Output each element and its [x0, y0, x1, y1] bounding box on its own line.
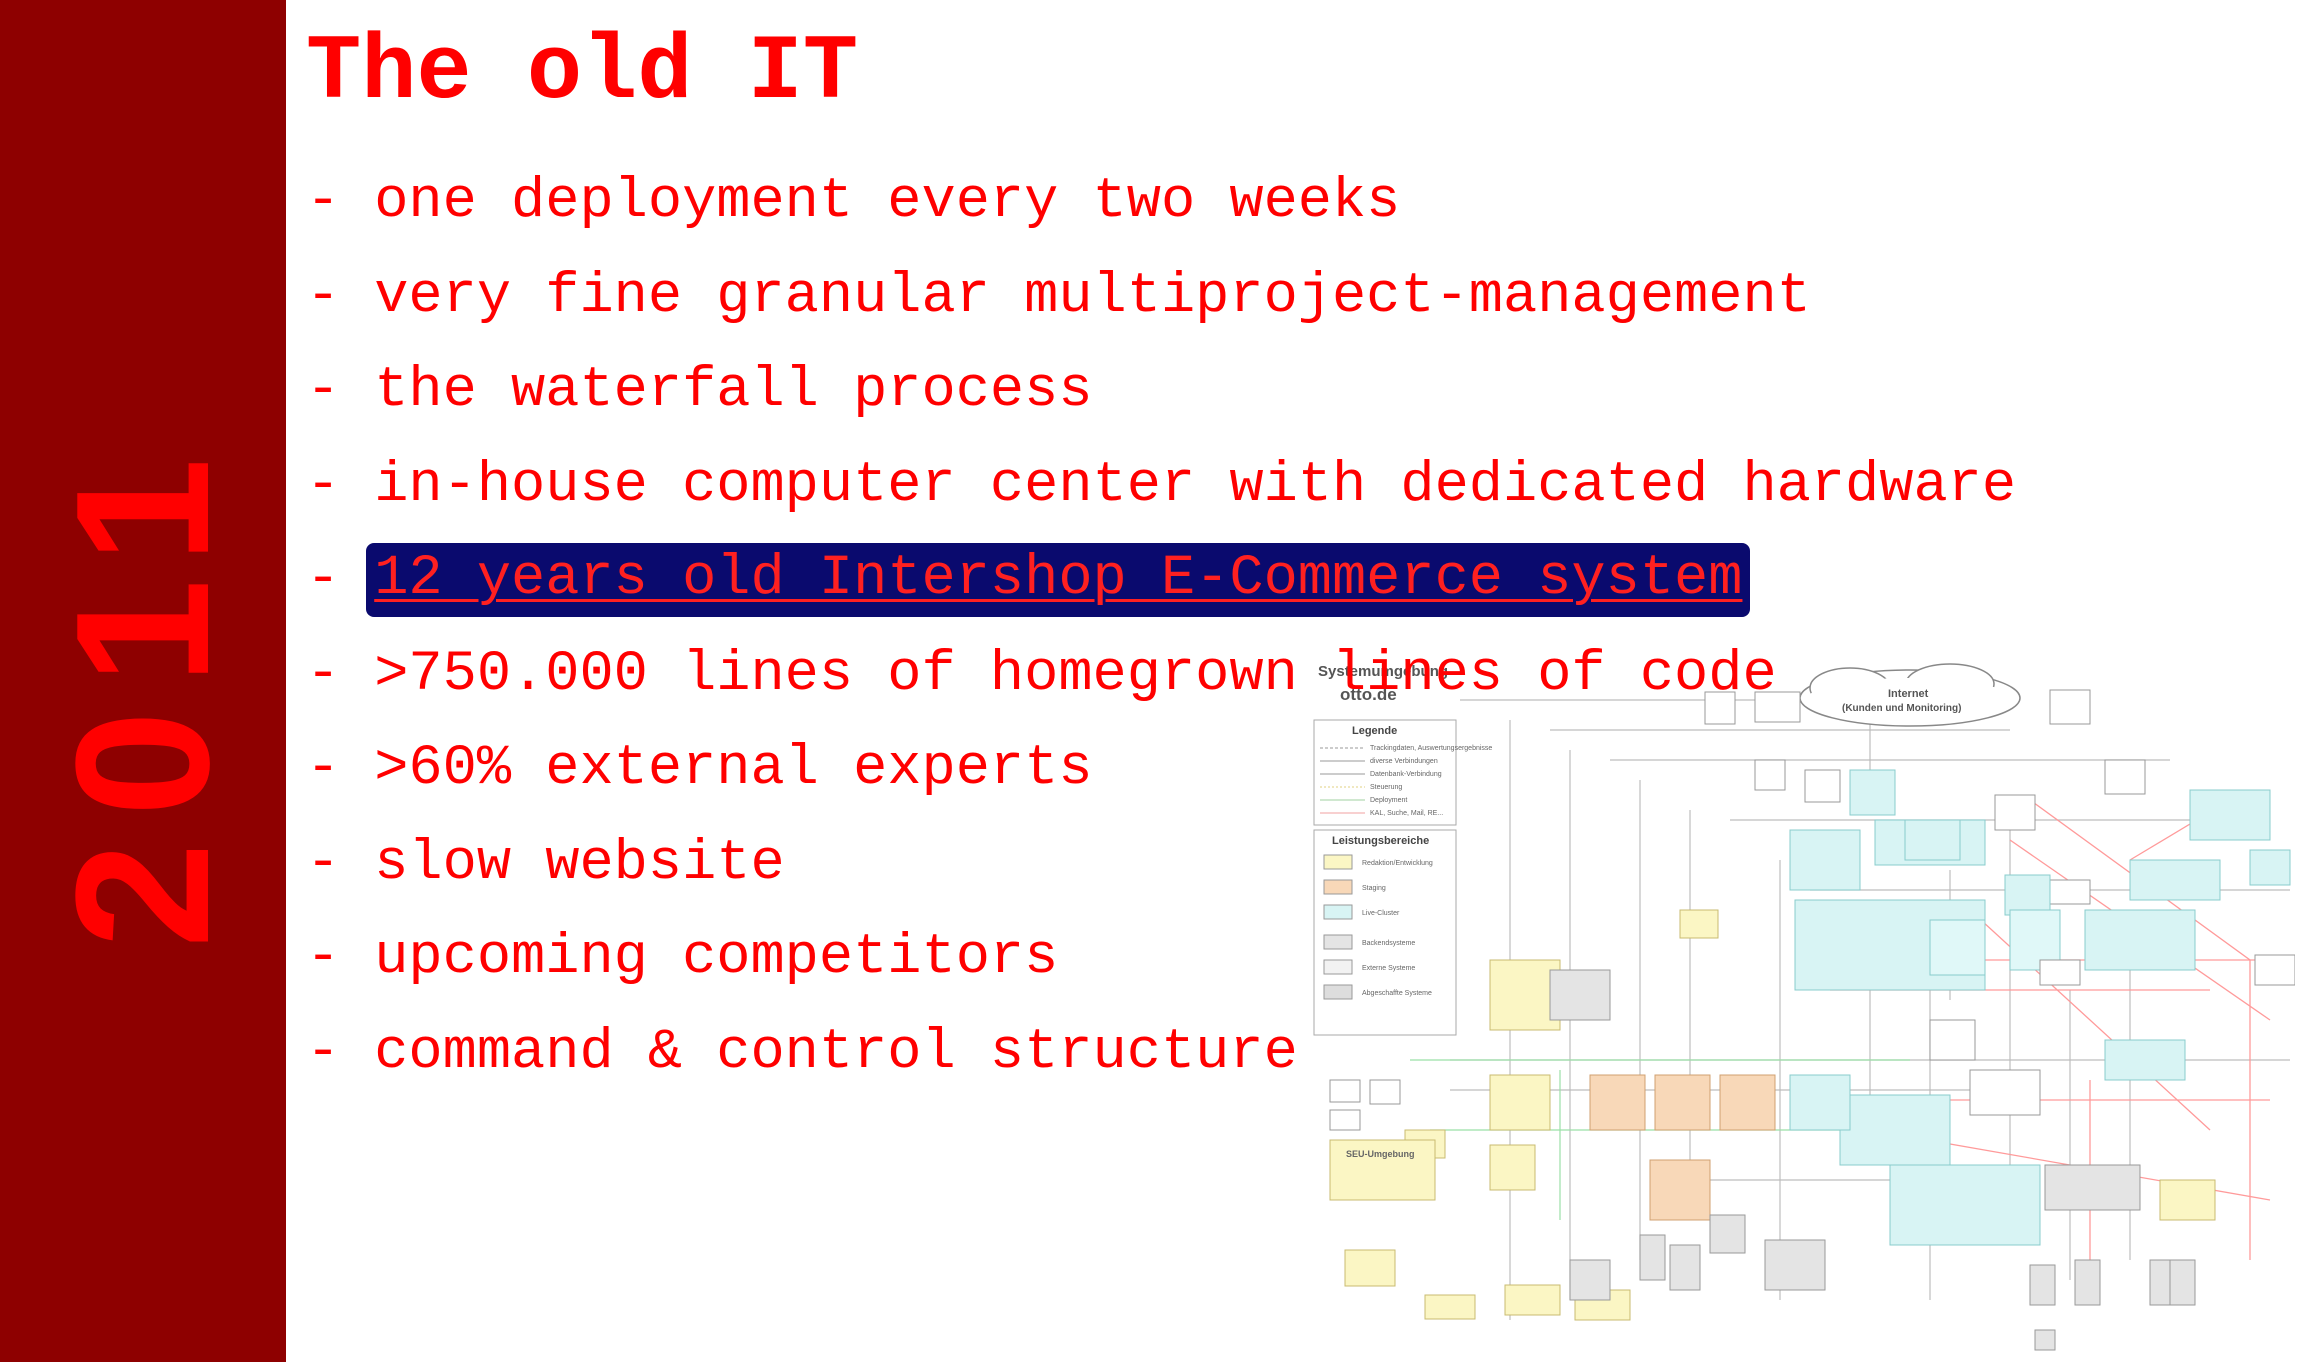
- bullet-dash: -: [306, 926, 341, 991]
- bullet-item: -12 years old Intershop E-Commerce syste…: [306, 533, 2016, 628]
- bullet-dash: -: [306, 1020, 341, 1085]
- svg-text:Staging: Staging: [1362, 885, 1386, 892]
- svg-text:diverse Verbindungen: diverse Verbindungen: [1370, 758, 1438, 765]
- bullet-text: upcoming competitors: [374, 926, 1059, 991]
- bullet-dash: -: [306, 737, 341, 802]
- live-cluster-boxes: [1789, 769, 2291, 1246]
- bullet-item: - slow website: [306, 817, 2016, 912]
- svg-text:Trackingdaten, Auswertungserge: Trackingdaten, Auswertungsergebnisse: [1370, 745, 1492, 752]
- bullet-text: >750.000 lines of homegrown lines of cod…: [374, 642, 1777, 707]
- bullet-item: - >750.000 lines of homegrown lines of co…: [306, 628, 2016, 723]
- svg-text:Externe Systeme: Externe Systeme: [1362, 965, 1415, 972]
- system-boxes: [1704, 689, 2146, 905]
- staging-boxes: [1589, 1074, 1776, 1221]
- bullet-item: - very fine granular multiproject-managem…: [306, 250, 2016, 345]
- bullet-text: command & control structure: [374, 1020, 1298, 1085]
- bullet-text: slow website: [374, 831, 785, 896]
- svg-text:Abgeschaffte Systeme: Abgeschaffte Systeme: [1362, 990, 1432, 997]
- seu-label: SEU-Umgebung: [1346, 1149, 1415, 1159]
- legend-box: [1313, 719, 1457, 826]
- dev-boxes: [1329, 909, 2216, 1321]
- bullet-text: very fine granular multiproject-manageme…: [374, 264, 1811, 329]
- bullet-text: in-house computer center with dedicated …: [374, 453, 2017, 518]
- highlighted-bullet-link[interactable]: 12 years old Intershop E-Commerce system: [366, 543, 1751, 618]
- svg-text:Steuerung: Steuerung: [1370, 784, 1402, 791]
- cloud-label: Internet: [1888, 688, 1929, 700]
- bullet-item: - in-house computer center with dedicated…: [306, 439, 2016, 534]
- slide-title: The old IT: [306, 20, 859, 125]
- svg-text:Backendsysteme: Backendsysteme: [1362, 940, 1415, 947]
- diagram-heading: Systemumgebung: [1318, 663, 1448, 680]
- bullet-dash: -: [306, 170, 341, 235]
- svg-text:Datenbank-Verbindung: Datenbank-Verbindung: [1370, 771, 1442, 778]
- svg-text:Redaktion/Entwicklung: Redaktion/Entwicklung: [1362, 860, 1433, 867]
- system-architecture-diagram: Systemumgebung otto.de Legende Trackingd…: [1310, 660, 2295, 1355]
- svg-text:KAL, Suche, Mail, RE...: KAL, Suche, Mail, RE...: [1370, 810, 1443, 817]
- sidebar-band: 2011: [0, 0, 286, 1362]
- external-boxes: [1549, 969, 2196, 1351]
- legend-items: Trackingdaten, Auswertungsergebnisse div…: [1370, 745, 1492, 817]
- bullet-text: >60% external experts: [374, 737, 1093, 802]
- bullet-dash: -: [306, 548, 341, 613]
- bullet-dash: -: [306, 453, 341, 518]
- bullet-dash: -: [306, 642, 341, 707]
- bullet-text: one deployment every two weeks: [374, 170, 1401, 235]
- bullet-item: - the waterfall process: [306, 344, 2016, 439]
- svg-text:Deployment: Deployment: [1370, 797, 1407, 804]
- bullet-list: - one deployment every two weeks - very fi…: [306, 155, 2016, 1100]
- bullet-item: - >60% external experts: [306, 722, 2016, 817]
- area-items: Redaktion/Entwicklung Staging Live-Clust…: [1362, 860, 1433, 997]
- bullet-dash: -: [306, 831, 341, 896]
- bullet-item: - command & control structure: [306, 1006, 2016, 1101]
- diagram-subheading: otto.de: [1340, 685, 1397, 704]
- bullet-dash: -: [306, 359, 341, 424]
- bullet-item: - one deployment every two weeks: [306, 155, 2016, 250]
- cloud-sublabel: (Kunden und Monitoring): [1842, 703, 1961, 714]
- svg-text:Live-Cluster: Live-Cluster: [1362, 910, 1400, 917]
- legend-title: Legende: [1352, 725, 1397, 737]
- year-label: 2011: [37, 431, 249, 949]
- bullet-dash: -: [306, 264, 341, 329]
- bullet-item: - upcoming competitors: [306, 911, 2016, 1006]
- areas-title: Leistungsbereiche: [1332, 835, 1429, 847]
- bullet-text: the waterfall process: [374, 359, 1093, 424]
